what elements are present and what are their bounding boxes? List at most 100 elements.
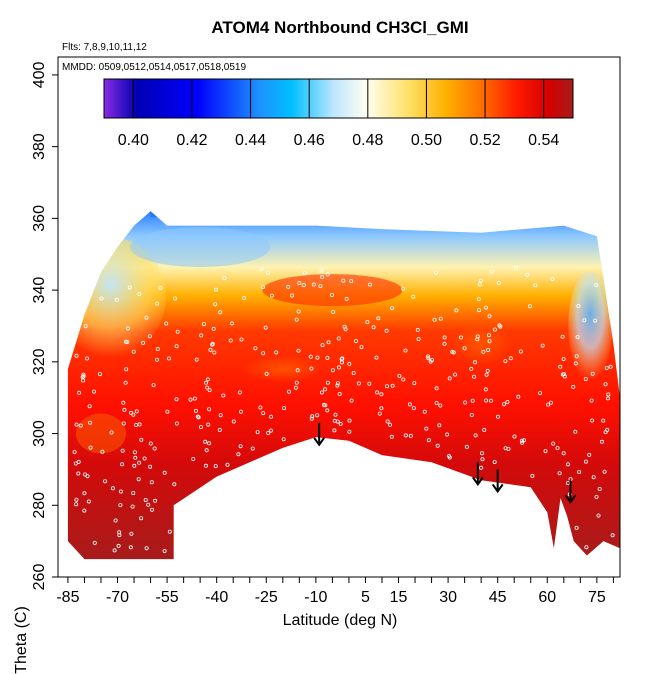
observation-point (301, 283, 306, 288)
observation-point (518, 349, 523, 354)
observation-point (434, 400, 439, 405)
observation-point (403, 348, 408, 353)
observation-point (188, 397, 193, 402)
colorbar-tick-label: 0.48 (352, 132, 383, 149)
observation-point (204, 448, 209, 453)
observation-point (426, 354, 431, 359)
observation-point (469, 366, 474, 371)
observation-point (333, 412, 338, 417)
colorbar-tick-label: 0.44 (235, 132, 266, 149)
dates-note: MMDD: 0509,0512,0514,0517,0518,0519 (62, 62, 247, 73)
observation-point (268, 428, 273, 433)
observation-point (561, 451, 566, 456)
y-tick-label: 300 (31, 420, 48, 447)
x-tick-label: -70 (106, 589, 129, 606)
observation-point (73, 461, 78, 466)
observation-point (208, 347, 213, 352)
y-tick-label: 340 (31, 277, 48, 304)
observation-point (239, 337, 244, 342)
observation-point (221, 393, 226, 398)
observation-point (87, 404, 92, 409)
observation-point (338, 421, 343, 426)
field-orange-patch (75, 413, 126, 454)
observation-point (217, 427, 222, 432)
observation-point (139, 516, 144, 521)
observation-point (374, 355, 379, 360)
observation-point (110, 486, 115, 491)
observation-point (76, 471, 81, 476)
observation-point (144, 315, 149, 320)
observation-point (379, 392, 384, 397)
observation-point (136, 477, 141, 482)
y-tick-label: 380 (31, 133, 48, 160)
observation-point (495, 414, 500, 419)
observation-point (479, 465, 484, 470)
y-tick-label: 360 (31, 205, 48, 232)
observation-point (472, 374, 477, 379)
observation-point (438, 403, 443, 408)
observation-point (367, 381, 372, 386)
observation-point (166, 356, 171, 361)
observation-point (473, 433, 478, 438)
observation-point (445, 432, 450, 437)
observation-point (574, 525, 579, 530)
observation-point (437, 423, 442, 428)
observation-point (575, 335, 580, 340)
x-tick-label: 30 (439, 589, 457, 606)
observation-point (367, 282, 372, 287)
observation-point (574, 354, 579, 359)
observation-point (81, 372, 86, 377)
observation-point (146, 502, 151, 507)
observation-point (397, 373, 402, 378)
observation-point (555, 445, 560, 450)
tropopause-arrowhead (564, 494, 577, 504)
observation-point (229, 321, 234, 326)
x-tick-label: 60 (538, 589, 556, 606)
observation-point (74, 422, 79, 427)
observation-point (432, 317, 437, 322)
observation-point (318, 284, 323, 289)
observation-point (203, 439, 208, 444)
y-tick-label: 280 (31, 492, 48, 519)
observation-point (336, 336, 341, 341)
observation-point (205, 385, 210, 390)
observation-point (551, 441, 556, 446)
colorbar-tick-label: 0.52 (469, 132, 500, 149)
observation-point (485, 368, 490, 373)
observation-point (274, 350, 279, 355)
observation-point (213, 464, 218, 469)
observation-point (447, 376, 452, 381)
observation-point (332, 418, 337, 423)
observation-point (82, 508, 87, 513)
observation-point (335, 381, 340, 386)
x-tick-label: -40 (205, 589, 228, 606)
observation-point (320, 274, 325, 279)
observation-point (514, 265, 519, 270)
observation-point (212, 350, 217, 355)
observation-point (377, 411, 382, 416)
observation-point (573, 429, 578, 434)
observation-point (322, 387, 327, 392)
observation-point (237, 390, 242, 395)
observation-point (113, 518, 118, 523)
observation-point (401, 377, 406, 382)
observation-point (205, 377, 210, 382)
observation-point (155, 346, 160, 351)
observation-point (81, 378, 86, 383)
observation-point (78, 423, 83, 428)
observation-point (481, 349, 486, 354)
observation-point (353, 339, 358, 344)
observation-point (506, 446, 511, 451)
observation-point (527, 304, 532, 309)
observation-point (390, 306, 395, 311)
observation-point (422, 409, 427, 414)
observation-point (543, 449, 548, 454)
observation-point (308, 354, 313, 359)
observation-point (379, 406, 384, 411)
y-tick-label: 260 (31, 564, 48, 591)
observation-point (330, 368, 335, 373)
observation-point (132, 450, 137, 455)
observation-point (450, 349, 455, 354)
observation-point (438, 316, 443, 321)
observation-point (594, 283, 599, 288)
